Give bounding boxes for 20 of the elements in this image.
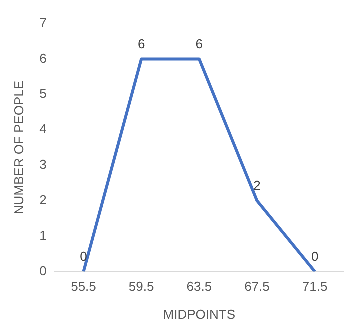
y-tick-label: 4 xyxy=(40,122,47,137)
x-tick-label: 59.5 xyxy=(128,279,154,294)
data-label: 2 xyxy=(254,178,261,194)
data-label: 0 xyxy=(80,248,88,264)
y-tick-label: 6 xyxy=(40,50,47,66)
x-tick-label: 55.5 xyxy=(71,279,96,294)
x-tick-label: 67.5 xyxy=(244,279,270,294)
y-tick-label: 5 xyxy=(40,86,47,102)
y-tick-label: 7 xyxy=(40,15,47,30)
data-label: 0 xyxy=(311,248,319,264)
y-tick-label: 0 xyxy=(40,263,47,278)
x-axis-title: MIDPOINTS xyxy=(163,306,236,322)
data-label: 6 xyxy=(196,36,204,52)
x-tick-label: 71.5 xyxy=(302,279,328,294)
y-axis-title: NUMBER OF PEOPLE xyxy=(11,80,26,215)
data-label: 6 xyxy=(138,36,146,52)
x-tick-label: 63.5 xyxy=(186,279,212,294)
y-tick-label: 1 xyxy=(40,228,47,243)
y-tick-label: 2 xyxy=(40,192,47,208)
y-tick-label: 3 xyxy=(40,157,47,172)
